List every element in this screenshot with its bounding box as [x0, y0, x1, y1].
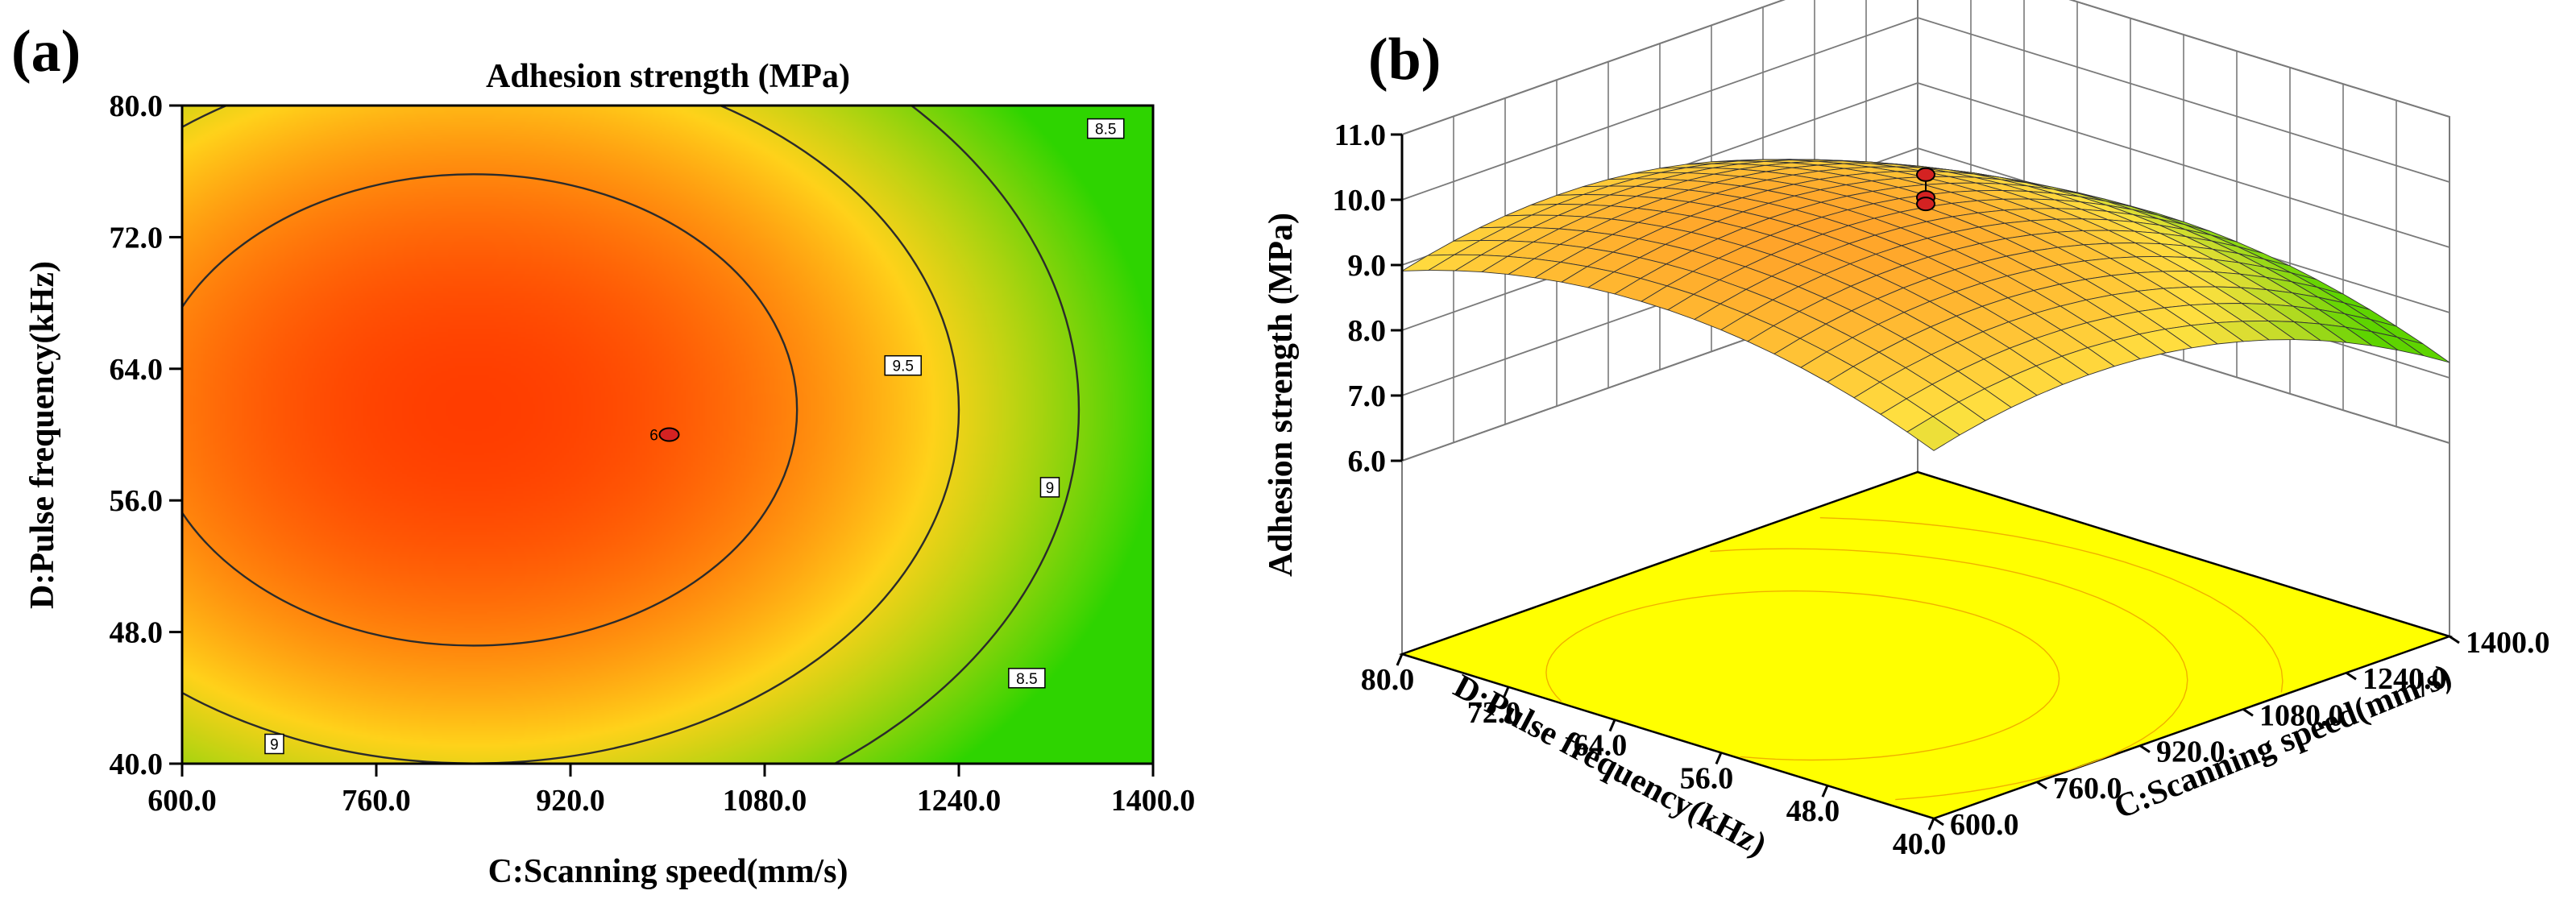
z-gridline	[1401, 0, 2450, 135]
contour-label-bg	[884, 354, 922, 376]
y-tick-label: 40.0	[110, 748, 164, 781]
contour-axes: 600.0 760.0 920.0 1080.0 1240.0 1400.0 40.0 48.…	[110, 89, 1196, 818]
d-tick-label: 80.0	[1361, 663, 1415, 697]
floor-projection	[1399, 470, 2453, 820]
contour-line-8.5	[832, 106, 1080, 764]
y-tick-label: 72.0	[110, 221, 164, 255]
contour-label-box: 9	[1039, 477, 1060, 498]
z-tick-label: 8.0	[1348, 314, 1387, 348]
panel-b-surface-plot: (b) 6.0 7.0 8.0 9.0 10.0 11.0 80.0 72.0 64.0 56.0…	[1263, 0, 2550, 864]
c-tick-mark	[2346, 671, 2357, 681]
design-point-marker: 6	[649, 427, 680, 445]
c-tick-label: 600.0	[1950, 808, 2019, 842]
c-tick-mark	[2449, 635, 2460, 644]
y-tick-label: 56.0	[110, 484, 164, 518]
design-point-3d	[1916, 197, 1935, 212]
d-tick-label: 72.0	[1467, 696, 1521, 730]
floor-contour-line	[1545, 590, 1975, 702]
y-axis-label: D:Pulse frequency(kHz)	[24, 261, 61, 609]
floor-plane	[1399, 470, 2453, 820]
design-point-3d	[1916, 167, 1935, 182]
x-tick-label: 760.0	[342, 784, 411, 818]
z-tick-label: 9.0	[1348, 249, 1387, 283]
d-tick-label: 64.0	[1574, 729, 1628, 763]
contour-label-box: 9.5	[884, 354, 922, 376]
floor-contour-line	[1740, 614, 2060, 761]
contour-label-box: 8.5	[1087, 118, 1125, 139]
y-tick-label: 80.0	[110, 89, 164, 123]
d-tick-mark	[1502, 686, 1510, 699]
d-tick-mark	[1396, 653, 1404, 666]
design-point-dot	[658, 427, 680, 442]
plot-frame	[180, 104, 1155, 765]
contour-label-text: 9	[270, 736, 279, 753]
surface-facet	[1906, 416, 1960, 451]
d-tick-label: 56.0	[1680, 761, 1734, 795]
contour-plot-title: Adhesion strength (MPa)	[486, 58, 850, 95]
panel-a-label: (a)	[11, 19, 81, 85]
d-tick-mark	[1927, 818, 1935, 831]
contour-line-9.5	[182, 173, 799, 647]
d-tick-label: 40.0	[1893, 827, 1947, 861]
x-tick-label: 1400.0	[1111, 784, 1196, 818]
response-surface	[1400, 159, 2450, 451]
contour-label-box: 9	[264, 733, 284, 755]
floor-contour-line	[1710, 548, 2061, 586]
d-tick-label: 48.0	[1786, 794, 1840, 828]
c-tick-label: 760.0	[2053, 772, 2122, 806]
floor-contour-line	[1819, 517, 2125, 563]
d-tick-mark	[1821, 785, 1829, 798]
z-tick-label: 7.0	[1348, 379, 1387, 413]
floor-contour-line	[1895, 583, 2188, 801]
z-tick-label: 6.0	[1348, 445, 1387, 478]
z-axis-label: Adhesion strength (MPa)	[1263, 213, 1300, 577]
contour-label-text: 9.5	[893, 358, 914, 375]
d-tick-mark	[1608, 719, 1616, 732]
d-tick-mark	[1715, 752, 1723, 764]
c-tick-mark	[2139, 744, 2151, 753]
3d-axis-ticks: 6.0 7.0 8.0 9.0 10.0 11.0 80.0 72.0 64.0 56.0 48.0…	[1333, 118, 2550, 861]
contour-label-bg	[264, 733, 284, 755]
contour-label-box: 8.5	[1008, 668, 1046, 689]
contour-label-text: 8.5	[1016, 671, 1037, 688]
x-tick-label: 600.0	[147, 784, 217, 818]
c-tick-label: 920.0	[2156, 735, 2225, 769]
x-tick-label: 1080.0	[723, 784, 807, 818]
c-tick-mark	[2036, 781, 2047, 790]
c-tick-label: 1400.0	[2466, 626, 2550, 660]
panel-a-contour-plot: (a) Adhesion strength (MPa) 9.5998.58.5 …	[11, 19, 1196, 890]
contour-label-text: 8.5	[1095, 122, 1116, 139]
z-tick-label: 11.0	[1334, 118, 1386, 152]
y-tick-label: 64.0	[110, 353, 164, 387]
floor-contour-line	[2124, 561, 2284, 693]
c-tick-mark	[2242, 708, 2254, 717]
z-tick-label: 10.0	[1333, 184, 1387, 218]
panel-b-label: (b)	[1368, 27, 1441, 93]
contour-labels: 9.5 9 9 8.5 8.5	[264, 118, 1125, 755]
c-tick-label: 1080.0	[2259, 698, 2344, 732]
design-points-3d	[1916, 167, 1935, 212]
x-tick-label: 1240.0	[917, 784, 1002, 818]
design-point-count: 6	[649, 428, 658, 445]
c-tick-label: 1240.0	[2362, 662, 2447, 696]
contour-label-bg	[1039, 477, 1060, 498]
contour-label-bg	[1008, 668, 1046, 689]
y-tick-label: 48.0	[110, 616, 164, 650]
x-tick-label: 920.0	[536, 784, 605, 818]
x-axis-label: C:Scanning speed(mm/s)	[488, 853, 848, 890]
contour-label-bg	[1087, 118, 1125, 139]
c-tick-mark	[1933, 817, 1944, 826]
contour-label-text: 9	[1046, 480, 1055, 497]
